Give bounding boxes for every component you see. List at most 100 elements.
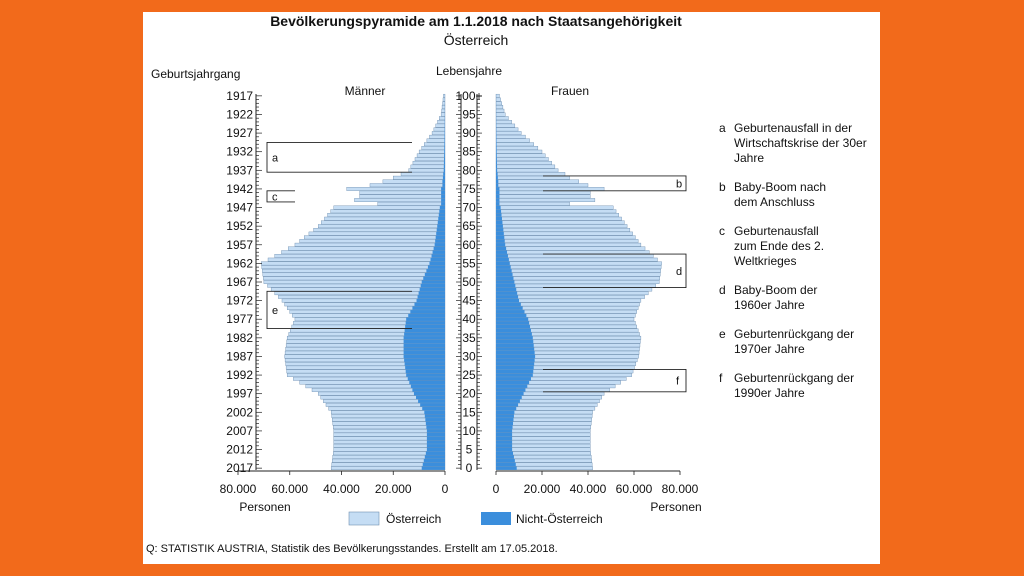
- female-bar-total: [495, 97, 501, 102]
- male-bar-total: [429, 134, 446, 139]
- male-bar-total: [304, 235, 446, 240]
- female-bar-total: [495, 209, 617, 214]
- female-bar-total: [495, 268, 661, 273]
- age-tick-label: 30: [462, 349, 476, 363]
- female-bar-foreign: [496, 257, 509, 262]
- note-text-e: Geburtenrückgang der 1970er Jahre: [734, 327, 855, 356]
- population-pyramid-chart: Bevölkerungspyramide am 1.1.2018 nach St…: [151, 13, 702, 526]
- male-bar-total: [288, 246, 446, 251]
- male-bar-foreign: [426, 444, 445, 448]
- female-bar-foreign: [496, 261, 510, 266]
- female-bar-total: [495, 105, 504, 109]
- male-bar-foreign: [441, 190, 445, 195]
- birth-year-tick-label: 1947: [226, 201, 253, 215]
- male-bar-total: [382, 179, 446, 184]
- x-unit-label-right: Personen: [650, 500, 701, 514]
- male-bar-foreign: [424, 414, 445, 418]
- male-bar-foreign: [424, 272, 445, 277]
- female-bar-foreign: [496, 347, 535, 351]
- male-bar-foreign: [410, 310, 445, 314]
- female-bar-foreign: [496, 391, 524, 396]
- male-bar-foreign: [405, 365, 445, 370]
- male-bar-foreign: [426, 425, 445, 429]
- note-letter-c: c: [719, 224, 725, 238]
- female-bar-total: [495, 112, 506, 117]
- male-bar-foreign: [436, 231, 445, 236]
- female-bar-total: [495, 131, 522, 135]
- source-note: Q: STATISTIK AUSTRIA, Statistik des Bevö…: [146, 543, 558, 555]
- female-bar-foreign: [496, 399, 520, 403]
- female-bar-foreign: [496, 220, 503, 225]
- female-x-tick-label: 40.000: [570, 482, 607, 496]
- female-bar-total: [495, 283, 656, 288]
- female-bar-foreign: [496, 164, 498, 169]
- female-bar-foreign: [496, 243, 506, 247]
- chart-subtitle: Österreich: [444, 31, 509, 48]
- note-letter-e: e: [719, 327, 726, 341]
- note-text-d: Baby-Boom der 1960er Jahre: [734, 283, 818, 312]
- female-bar-foreign: [496, 172, 498, 176]
- male-x-tick-label: 40.000: [323, 482, 360, 496]
- age-tick-label: 85: [462, 145, 476, 159]
- female-bar-foreign: [496, 414, 514, 418]
- female-bar-foreign: [496, 291, 518, 295]
- female-bar-foreign: [496, 362, 535, 366]
- male-bar-total: [267, 257, 446, 262]
- male-bar-foreign: [404, 332, 445, 336]
- chart-card: Bevölkerungspyramide am 1.1.2018 nach St…: [143, 12, 880, 564]
- male-bar-total: [359, 190, 446, 195]
- birth-year-tick-label: 1992: [226, 368, 253, 382]
- female-bar-total: [495, 93, 500, 98]
- female-bar-foreign: [496, 406, 517, 411]
- birth-year-tick-label: 1922: [226, 107, 253, 121]
- female-bar-foreign: [496, 458, 515, 463]
- note-text-a: Geburtenausfall in der Wirtschaftskrise …: [734, 121, 867, 165]
- female-bar-total: [495, 123, 516, 128]
- age-axis-title: Lebensjahre: [436, 64, 502, 78]
- birth-year-tick-label: 1987: [226, 349, 253, 363]
- male-bar-foreign: [441, 194, 445, 199]
- female-bar-foreign: [496, 324, 531, 329]
- male-bar-foreign: [403, 354, 445, 359]
- female-bar-foreign: [496, 421, 514, 426]
- male-bar-foreign: [432, 250, 445, 254]
- birth-year-axis-title: Geburtsjahrgang: [151, 67, 240, 81]
- age-tick-label: 55: [462, 256, 476, 270]
- age-tick-label: 45: [462, 294, 476, 308]
- female-bar-total: [495, 246, 646, 251]
- male-bar-total: [261, 261, 446, 266]
- female-bar-foreign: [496, 328, 531, 333]
- male-bar-foreign: [442, 183, 445, 187]
- male-bar-foreign: [414, 302, 445, 307]
- male-bar-foreign: [426, 447, 445, 452]
- annotation-bracket-label-c: c: [272, 191, 278, 203]
- male-bar-total: [263, 280, 446, 284]
- female-bar-foreign: [496, 205, 501, 210]
- age-tick-label: 80: [462, 163, 476, 177]
- female-bar-foreign: [496, 254, 508, 258]
- male-bar-foreign: [442, 179, 445, 184]
- male-bar-foreign: [406, 317, 445, 321]
- male-bar-foreign: [423, 458, 445, 463]
- birth-year-tick-label: 1937: [226, 163, 253, 177]
- female-bar-foreign: [496, 231, 504, 236]
- female-bar-total: [495, 224, 628, 229]
- male-bar-foreign: [406, 373, 445, 377]
- female-bar-foreign: [496, 436, 513, 441]
- female-bar-total: [495, 108, 505, 113]
- female-bar-foreign: [496, 429, 513, 433]
- female-bar-foreign: [496, 213, 502, 217]
- male-bar-foreign: [425, 451, 445, 455]
- male-bar-foreign: [408, 313, 445, 318]
- female-bar-foreign: [496, 395, 522, 400]
- birth-year-tick-label: 2017: [226, 461, 253, 475]
- annotation-bracket-label-f: f: [676, 376, 680, 388]
- male-bar-foreign: [413, 391, 445, 396]
- female-bar-foreign: [496, 190, 500, 195]
- male-bar-total: [431, 131, 446, 135]
- female-x-tick-label: 20.000: [524, 482, 561, 496]
- age-tick-label: 50: [462, 275, 476, 289]
- female-bar-total: [495, 190, 591, 195]
- female-bar-foreign: [496, 269, 512, 273]
- age-tick-label: 0: [466, 461, 473, 475]
